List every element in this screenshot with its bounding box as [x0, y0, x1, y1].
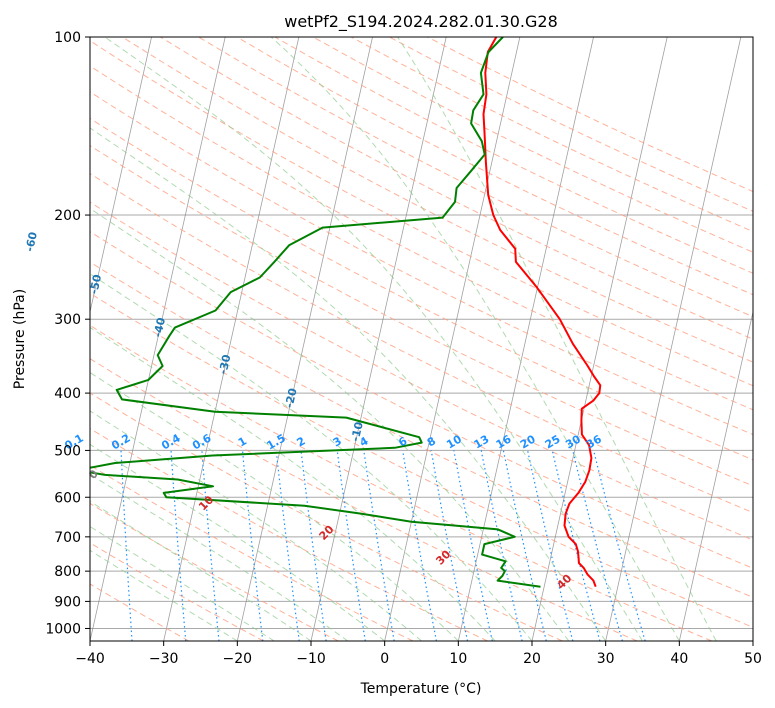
dewpoint-profile-line [90, 37, 541, 588]
dry-adiabat-90 [90, 172, 753, 514]
mixing-ratio-line-4 [363, 450, 395, 641]
isotherm-label: -50 [87, 273, 104, 296]
isotherm--10 [310, 37, 447, 641]
x-tick-label: 40 [670, 651, 688, 667]
y-tick-label: 100 [54, 30, 81, 46]
isotherm-30 [605, 37, 742, 641]
dry-adiabat-170 [198, 37, 753, 318]
mixing-ratio-line-1 [241, 450, 264, 641]
moist-adiabat-0 [90, 443, 385, 641]
mixing-ratio-line-8 [430, 450, 469, 641]
y-tick-label: 1000 [45, 621, 81, 637]
dry-adiabat-130 [90, 65, 753, 411]
x-tick-label: 50 [744, 651, 762, 667]
temperature-profile-line [482, 37, 602, 588]
x-tick-label: 10 [449, 651, 467, 667]
isotherm-label: -30 [217, 353, 234, 376]
isobar-lines [90, 37, 753, 629]
moist-adiabat-15 [90, 326, 496, 641]
moist-adiabat-10 [90, 371, 459, 641]
moist-adiabat-45 [397, 37, 717, 641]
moist-adiabat-35 [104, 37, 643, 641]
y-tick-label: 300 [54, 312, 81, 328]
plot-frame [89, 36, 754, 642]
dry-adiabat-80 [90, 201, 753, 541]
isotherm-20 [531, 37, 668, 641]
y-axis-ticks: 100 200 300 400 500 600 700 800 900 1000 [45, 30, 90, 637]
isotherm-0 [384, 37, 521, 641]
x-tick-label: −30 [149, 651, 179, 667]
x-axis-ticks: −40 −30 −20 −10 0 10 20 30 40 50 [75, 641, 762, 667]
isotherm--50 [90, 37, 152, 314]
isotherm-label: -20 [283, 387, 300, 410]
isotherm-40 [678, 310, 753, 641]
isotherm-10 [457, 37, 594, 641]
mixing-ratio-line-0.4 [170, 450, 187, 641]
x-tick-label: −10 [296, 651, 326, 667]
isotherm-label: -60 [23, 230, 40, 253]
x-tick-label: −20 [223, 651, 253, 667]
mixing-ratio-line-36 [593, 450, 646, 641]
y-axis-title: Pressure (hPa) [12, 289, 28, 389]
dry-adiabat--10 [90, 502, 339, 641]
mixing-ratio-line-1.5 [275, 450, 300, 641]
plot-area [90, 37, 753, 641]
moist-adiabat--20 [90, 549, 238, 641]
profile-series [90, 37, 602, 588]
x-tick-label: 30 [597, 651, 615, 667]
x-tick-label: 20 [523, 651, 541, 667]
moist-adiabat--5 [90, 473, 349, 641]
mixing-ratio-line-3 [336, 450, 366, 641]
mixing-ratio-line-2 [300, 450, 327, 641]
dry-adiabat-30 [90, 358, 638, 641]
dry-adiabat-120 [90, 91, 753, 436]
y-tick-label: 800 [54, 564, 81, 580]
y-tick-label: 200 [54, 208, 81, 224]
x-tick-label: 0 [380, 651, 389, 667]
dry-adiabat-lines [90, 37, 753, 641]
mixing-ratio-line-0.6 [201, 450, 220, 641]
dry-adiabat-60 [90, 261, 753, 598]
x-axis-title: Temperature (°C) [360, 681, 482, 697]
moist-adiabat-20 [90, 273, 533, 641]
y-tick-label: 600 [54, 490, 81, 506]
dry-adiabat--30 [90, 583, 190, 641]
y-tick-label: 500 [54, 443, 81, 459]
y-tick-label: 700 [54, 530, 81, 546]
isotherm-label: -10 [349, 420, 366, 443]
chart-title: wetPf2_S194.2024.282.01.30.G28 [284, 12, 558, 32]
isotherm--30 [163, 37, 300, 641]
moist-adiabat-30 [90, 127, 607, 641]
mixing-ratio-line-0.2 [120, 450, 133, 641]
dry-adiabat-70 [90, 231, 753, 569]
dry-adiabat-0 [90, 464, 414, 641]
moist-adiabat-25 [90, 207, 570, 641]
y-tick-label: 400 [54, 386, 81, 402]
mixing-ratio-lines [120, 450, 646, 641]
mixing-ratio-line-6 [402, 450, 437, 641]
isotherm-label: -40 [151, 316, 168, 339]
y-tick-label: 900 [54, 594, 81, 610]
dry-adiabat-160 [160, 37, 753, 340]
dry-adiabat-140 [90, 40, 753, 387]
dry-adiabat-100 [90, 145, 753, 487]
isotherm--20 [236, 37, 373, 641]
x-tick-label: −40 [75, 651, 105, 667]
